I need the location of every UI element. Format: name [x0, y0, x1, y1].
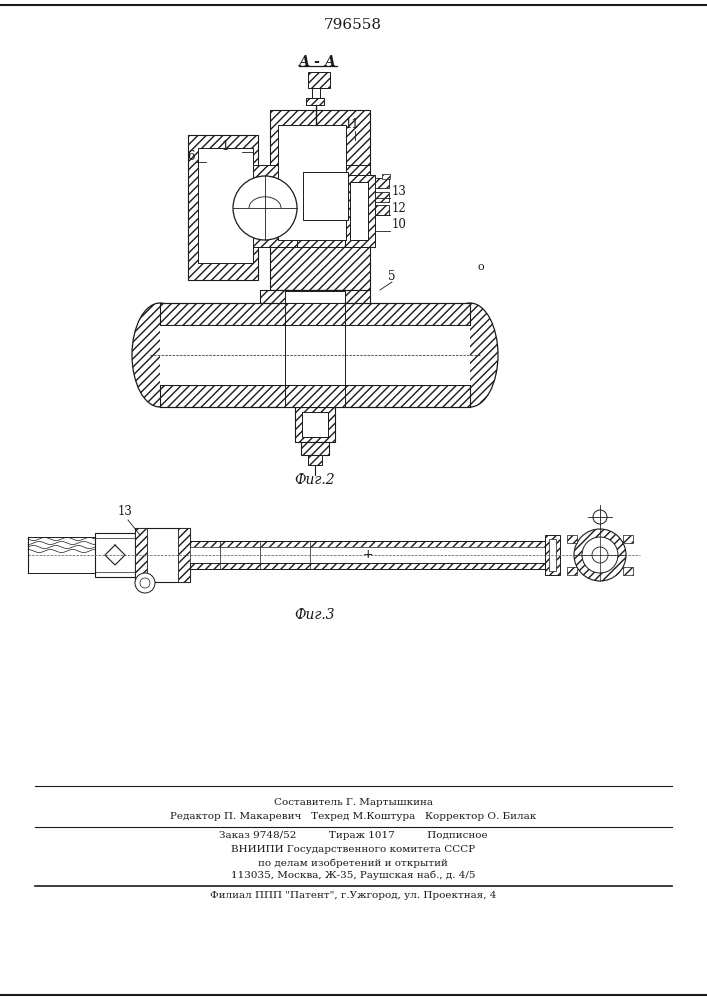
Text: 13: 13 [118, 505, 133, 518]
Text: Фиг.3: Фиг.3 [295, 608, 335, 622]
Text: 1: 1 [222, 140, 229, 153]
Bar [160, 385, 470, 407]
Bar [260, 290, 370, 305]
Bar [306, 98, 324, 105]
Text: о: о [478, 262, 484, 272]
Bar [178, 528, 190, 582]
Bar [293, 295, 337, 330]
Bar [295, 407, 335, 442]
Bar [308, 455, 322, 465]
Circle shape [140, 578, 150, 588]
Text: ВНИИПИ Государственного комитета СССР: ВНИИПИ Государственного комитета СССР [231, 845, 475, 854]
Text: Филиал ППП "Патент", г.Ужгород, ул. Проектная, 4: Филиал ППП "Патент", г.Ужгород, ул. Прое… [210, 891, 496, 900]
Bar [188, 135, 258, 280]
Bar [198, 148, 253, 263]
Bar [285, 290, 345, 335]
Circle shape [135, 573, 155, 593]
Bar [160, 325, 470, 385]
Ellipse shape [574, 529, 626, 581]
Circle shape [593, 510, 607, 524]
Text: 11: 11 [345, 118, 360, 131]
Text: 10: 10 [392, 218, 407, 231]
Bar [240, 225, 320, 247]
Bar [278, 125, 346, 240]
Text: Фиг.2: Фиг.2 [295, 473, 335, 487]
Text: 6: 6 [187, 150, 194, 163]
Bar [297, 165, 370, 247]
Bar [375, 205, 389, 215]
Bar [549, 539, 556, 571]
Bar [270, 110, 370, 290]
Bar [308, 72, 330, 88]
Text: по делам изобретений и открытий: по делам изобретений и открытий [258, 858, 448, 867]
Bar [135, 528, 190, 582]
Bar [623, 567, 633, 575]
Text: А - А: А - А [299, 55, 337, 69]
Bar [160, 303, 470, 325]
Bar [190, 547, 545, 563]
Text: Редактор П. Макаревич   Техред М.Коштура   Корректор О. Билак: Редактор П. Макаревич Техред М.Коштура К… [170, 812, 536, 821]
Text: +: + [363, 548, 373, 562]
Bar [301, 442, 329, 455]
Text: 113035, Москва, Ж-35, Раушская наб., д. 4/5: 113035, Москва, Ж-35, Раушская наб., д. … [230, 871, 475, 880]
Bar [567, 535, 578, 543]
Bar [375, 178, 389, 188]
Bar [190, 541, 545, 547]
Bar [190, 563, 545, 569]
Bar [285, 303, 345, 325]
Text: Составитель Г. Мартышкина: Составитель Г. Мартышкина [274, 798, 433, 807]
Text: 5: 5 [388, 270, 395, 283]
Circle shape [592, 547, 608, 563]
Ellipse shape [132, 303, 188, 407]
Circle shape [233, 176, 297, 240]
Ellipse shape [442, 303, 498, 407]
Bar [567, 567, 578, 575]
Bar [285, 291, 345, 304]
Text: 12: 12 [392, 202, 407, 215]
Text: 13: 13 [392, 185, 407, 198]
Bar [135, 528, 147, 582]
Bar [285, 303, 345, 407]
Text: Заказ 9748/52          Тираж 1017          Подписное: Заказ 9748/52 Тираж 1017 Подписное [218, 831, 487, 840]
Bar [375, 192, 389, 202]
Bar [623, 535, 633, 543]
Bar [312, 88, 320, 98]
Bar [382, 174, 390, 179]
Text: 796558: 796558 [324, 18, 382, 32]
Bar [350, 182, 368, 240]
Bar [545, 535, 560, 575]
Bar [345, 175, 375, 247]
Bar [240, 165, 320, 187]
Circle shape [582, 537, 618, 573]
Bar [95, 533, 135, 577]
Bar [303, 172, 348, 220]
Bar [285, 385, 345, 407]
Bar [302, 412, 328, 437]
